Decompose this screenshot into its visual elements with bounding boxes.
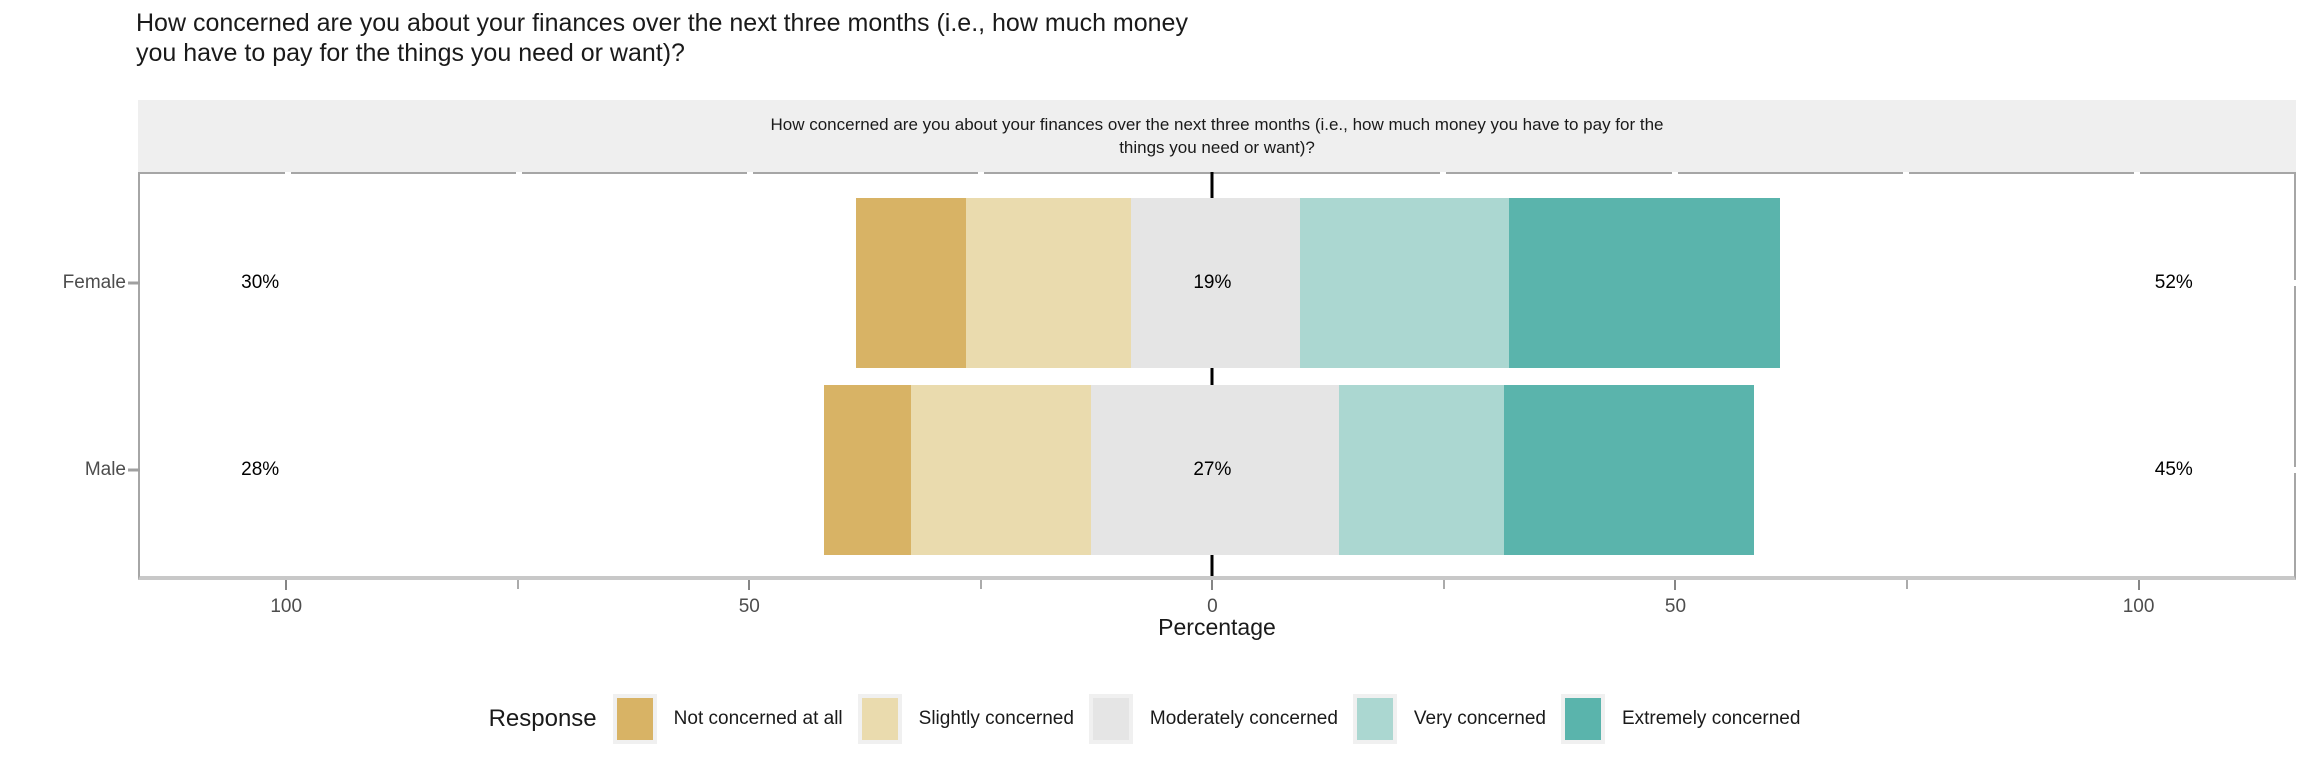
x-axis-title: Percentage xyxy=(1158,614,1276,640)
x-axis-minor-tick xyxy=(1906,580,1908,589)
legend-swatch-icon xyxy=(1564,698,1601,740)
percent-label-mid: 19% xyxy=(1193,272,1232,293)
legend-swatch-icon xyxy=(1092,698,1129,740)
y-axis-tick xyxy=(128,281,140,285)
top-border-tick-notch xyxy=(1671,172,1678,174)
right-border-tick-notch xyxy=(2294,467,2296,473)
x-axis-minor-tick xyxy=(1442,580,1445,589)
y-axis-tick xyxy=(128,468,140,472)
facet-strip-line-1: How concerned are you about your finance… xyxy=(770,115,1664,134)
right-border-tick-notch xyxy=(2294,280,2296,286)
x-axis-major-tick xyxy=(2137,580,2140,590)
top-border-tick-notch xyxy=(2133,172,2140,174)
legend-key xyxy=(1352,694,1397,744)
percent-label-low: 28% xyxy=(241,459,280,480)
percent-label-high: 52% xyxy=(2154,272,2193,293)
percent-label-high: 45% xyxy=(2154,459,2193,480)
top-border-tick-notch xyxy=(1902,172,1909,174)
facet-strip-line-2: things you need or want)? xyxy=(1119,138,1315,157)
x-axis: 100 50 0 50 100 xyxy=(138,580,2296,640)
legend-key xyxy=(612,694,657,744)
x-axis-tick-label: 0 xyxy=(1207,596,1218,617)
legend-swatch-icon xyxy=(861,698,898,740)
bar-segment-not-concerned-at-all xyxy=(824,385,911,555)
legend-key xyxy=(857,694,902,744)
legend-swatch-icon xyxy=(1356,698,1393,740)
x-axis-major-tick xyxy=(1674,580,1677,590)
facet-strip: How concerned are you about your finance… xyxy=(138,100,2296,172)
legend-key xyxy=(1560,694,1605,744)
y-axis-label-female: Female xyxy=(62,272,126,293)
top-border-tick-notch xyxy=(516,172,523,174)
legend-label: Extremely concerned xyxy=(1621,708,1801,729)
bar-segment-extremely-concerned xyxy=(1503,385,1755,555)
bar-segment-slightly-concerned xyxy=(965,198,1131,368)
legend-label: Slightly concerned xyxy=(918,708,1074,729)
legend: Response Not concerned at all Slightly co… xyxy=(0,688,2304,750)
x-axis-major-tick xyxy=(285,580,288,590)
bar-segment-extremely-concerned xyxy=(1509,198,1780,368)
x-axis-minor-tick xyxy=(516,580,519,589)
x-axis-tick-label: 100 xyxy=(270,596,303,617)
legend-key xyxy=(1088,694,1133,744)
legend-swatch-icon xyxy=(616,698,653,740)
top-border-tick-notch xyxy=(747,172,754,174)
bar-segment-very-concerned xyxy=(1300,198,1510,368)
x-axis-tick-label: 100 xyxy=(2122,596,2155,617)
bar-row-female: 30% 19% 52% xyxy=(140,198,2294,368)
legend-item-very-concerned: Very concerned xyxy=(1352,694,1546,744)
percent-label-mid: 27% xyxy=(1193,459,1232,480)
legend-item-slightly-concerned: Slightly concerned xyxy=(857,694,1074,744)
top-border-tick-notch xyxy=(284,172,291,174)
chart-title: How concerned are you about your finance… xyxy=(136,8,1188,68)
legend-label: Very concerned xyxy=(1413,708,1546,729)
x-axis-tick-label: 50 xyxy=(1664,596,1687,617)
legend-item-extremely-concerned: Extremely concerned xyxy=(1560,694,1801,744)
legend-label: Moderately concerned xyxy=(1149,708,1338,729)
x-axis-tick-label: 50 xyxy=(738,596,760,617)
bar-segment-very-concerned xyxy=(1339,385,1504,555)
bar-row-male: 28% 27% 45% xyxy=(140,385,2294,555)
top-border-tick-notch xyxy=(978,172,985,174)
zero-reference-line xyxy=(1210,172,1214,576)
plot-panel-inner: 30% 19% 52% 28% 27% 45% xyxy=(128,172,2296,576)
bar-segment-moderately-concerned xyxy=(1091,385,1340,555)
legend-label: Not concerned at all xyxy=(673,708,843,729)
bar-segment-not-concerned-at-all xyxy=(855,198,966,368)
plot-panel: 30% 19% 52% 28% 27% 45% xyxy=(128,172,2296,580)
x-axis-major-tick xyxy=(748,580,751,590)
legend-item-not-concerned-at-all: Not concerned at all xyxy=(612,694,843,744)
legend-title: Response xyxy=(488,705,597,732)
percent-label-low: 30% xyxy=(241,272,280,293)
x-axis-major-tick xyxy=(1211,580,1214,590)
top-border-tick-notch xyxy=(1440,172,1447,174)
x-axis-minor-tick xyxy=(979,580,982,589)
chart-title-line-2: you have to pay for the things you need … xyxy=(136,39,685,67)
bar-segment-slightly-concerned xyxy=(911,385,1092,555)
legend-item-moderately-concerned: Moderately concerned xyxy=(1088,694,1338,744)
bar-segment-moderately-concerned xyxy=(1131,198,1301,368)
y-axis-label-male: Male xyxy=(84,459,126,480)
chart-title-line-1: How concerned are you about your finance… xyxy=(136,9,1188,37)
